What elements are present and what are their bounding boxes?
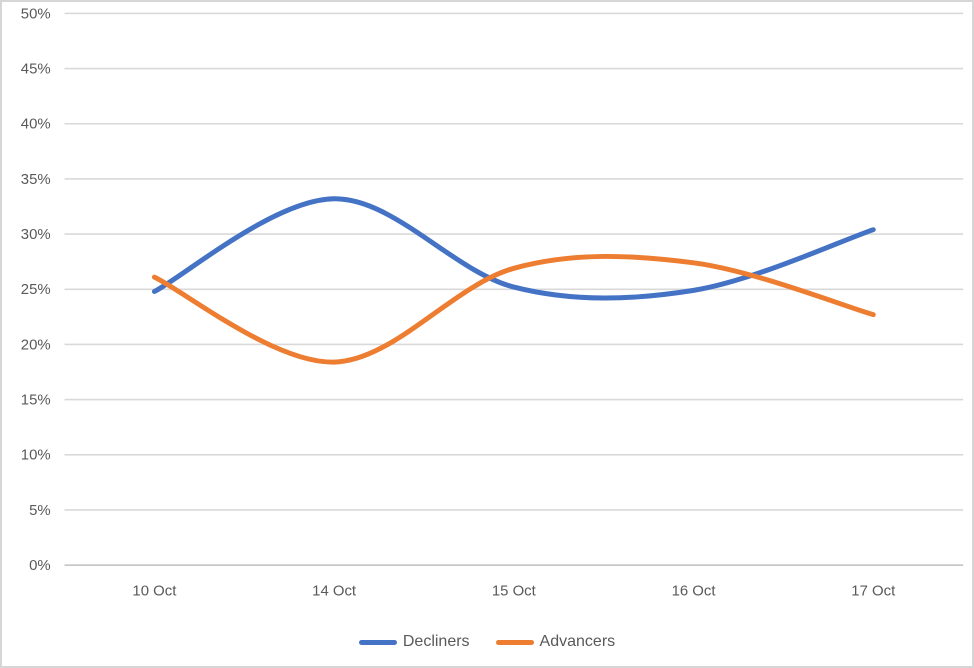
legend-swatch-decliners [358, 639, 397, 645]
legend: Decliners Advancers [2, 634, 972, 650]
legend-item-advancers: Advancers [495, 633, 616, 650]
y-tick-label: 40% [21, 117, 51, 133]
y-tick-label: 5% [29, 503, 51, 519]
y-tick-label: 25% [21, 282, 51, 298]
y-tick-label: 0% [29, 558, 51, 574]
y-tick-label: 20% [21, 337, 51, 353]
y-tick-label: 45% [21, 62, 51, 78]
legend-label-decliners: Decliners [402, 633, 470, 650]
x-tick-label: 16 Oct [672, 583, 717, 599]
legend-item-decliners: Decliners [358, 633, 470, 650]
y-tick-label: 35% [21, 172, 51, 188]
legend-label-advancers: Advancers [539, 633, 616, 650]
series-line-advancers [151, 253, 876, 365]
legend-swatch-advancers [495, 639, 534, 645]
x-tick-label: 14 Oct [312, 583, 357, 599]
x-tick-label: 10 Oct [132, 583, 177, 599]
y-tick-label: 15% [21, 393, 51, 409]
x-tick-label: 15 Oct [492, 583, 537, 599]
y-tick-label: 10% [21, 448, 51, 464]
y-tick-label: 30% [21, 227, 51, 243]
series-line-decliners [151, 196, 876, 301]
x-tick-label: 17 Oct [851, 583, 896, 599]
y-tick-label: 50% [21, 6, 51, 22]
